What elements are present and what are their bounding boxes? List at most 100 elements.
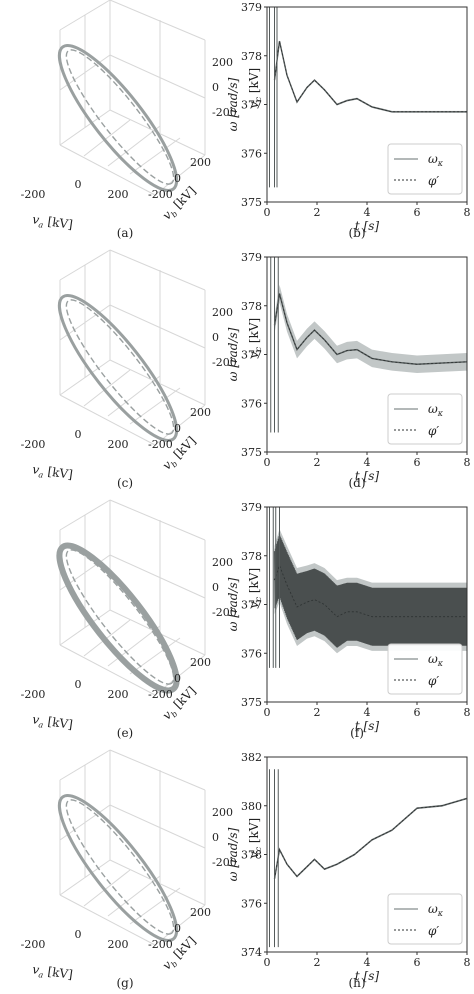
x-tick-label: 200 — [108, 438, 129, 451]
frequency-chart-panel: 0 2 4 6 8 375 376 377 378 379 t [s] ω [rad/s] ωκ φ′ (b… — [226, 1, 471, 240]
grid-line-3d — [83, 369, 131, 407]
x-axis-label: t [s] — [355, 219, 379, 233]
y-tick-label: 200 — [190, 156, 211, 169]
panel-caption: (h) — [348, 976, 365, 990]
z-tick-label: 0 — [212, 81, 219, 94]
grid-line-3d — [129, 387, 181, 425]
phi-prime-series — [274, 41, 467, 113]
x-tick-label: 200 — [108, 688, 129, 701]
legend-box — [387, 893, 463, 945]
x-tick-label: -200 — [21, 938, 46, 951]
legend-label-phi: φ′ — [428, 674, 439, 688]
grid-line-3d — [59, 144, 156, 196]
panel-caption: (d) — [348, 476, 365, 490]
grid-line-3d — [109, 499, 206, 541]
y-tick-label: 378 — [241, 550, 262, 563]
omega-kappa-series — [273, 40, 467, 113]
grid-line-3d — [83, 119, 131, 157]
uncertainty-band — [274, 40, 467, 113]
x-tick-label: 4 — [364, 456, 371, 469]
legend-label-omega: ωκ — [428, 402, 444, 418]
z-tick-label: 200 — [212, 306, 233, 319]
x-tick-label: 4 — [364, 706, 371, 719]
grid-line-3d — [129, 637, 181, 675]
y-tick-label: -200 — [148, 438, 173, 451]
x-tick-label: 4 — [364, 206, 371, 219]
x-tick-label: 0 — [75, 928, 82, 941]
x-tick-label: 0 — [75, 178, 82, 191]
legend-box — [387, 393, 463, 445]
plot-area — [269, 7, 467, 188]
panel-caption: (b) — [348, 226, 365, 240]
frequency-chart-panel: 0 2 4 6 8 374 376 378 380 382 t [s] ω [rad/s] ωκ φ′ (h… — [226, 751, 471, 990]
y-tick-label: -200 — [148, 688, 173, 701]
legend-label-omega: ωκ — [428, 152, 444, 168]
grid-line-3d — [107, 125, 161, 167]
y-tick-label: 0 — [174, 672, 181, 685]
y-axis-label: ω [rad/s] — [226, 827, 240, 881]
z-tick-label: -200 — [212, 606, 237, 619]
y-tick-label: 382 — [241, 751, 262, 764]
y-tick-label: 374 — [241, 946, 262, 959]
x-tick-label: 8 — [464, 456, 471, 469]
x-tick-label: 0 — [264, 956, 271, 969]
x-tick-label: 0 — [264, 706, 271, 719]
y-tick-label: 379 — [241, 251, 262, 264]
uncertainty-band — [274, 284, 467, 374]
grid-line-3d — [59, 894, 156, 946]
grid-line-3d — [109, 304, 206, 349]
y-tick-label: 200 — [190, 656, 211, 669]
frequency-chart-panel: 0 2 4 6 8 375 376 377 378 379 t [s] ω [rad/s] ωκ φ′ (f… — [226, 501, 471, 740]
y-tick-label: 376 — [241, 647, 262, 660]
y-axis-label: ω [rad/s] — [226, 77, 240, 131]
plot-area — [270, 257, 467, 433]
y-tick-label: 376 — [241, 897, 262, 910]
z-tick-label: 200 — [212, 806, 233, 819]
plot-area — [269, 769, 467, 948]
y-tick-label: 378 — [241, 849, 262, 862]
x-tick-label: 0 — [75, 428, 82, 441]
z-axis-label: vc [kV] — [247, 318, 263, 358]
grid-line-3d — [83, 869, 131, 907]
grid-line-3d — [129, 887, 181, 925]
y-tick-label: 378 — [241, 300, 262, 313]
y-tick-label: 0 — [174, 922, 181, 935]
x-tick-label: 8 — [464, 956, 471, 969]
y-tick-label: 378 — [241, 50, 262, 63]
phi-prime-series — [274, 564, 467, 618]
legend-label-phi: φ′ — [428, 424, 439, 438]
x-tick-label: -200 — [21, 688, 46, 701]
y-tick-label: 200 — [190, 906, 211, 919]
y-tick-label: 376 — [241, 397, 262, 410]
y-tick-label: -200 — [148, 938, 173, 951]
x-tick-label: 0 — [264, 206, 271, 219]
x-axis-label: va [kV] — [31, 212, 74, 234]
voltage-orbit-inner — [65, 799, 175, 935]
panel-caption: (e) — [117, 726, 133, 740]
x-tick-label: 6 — [414, 206, 421, 219]
x-tick-label: 6 — [414, 706, 421, 719]
x-tick-label: 8 — [464, 206, 471, 219]
legend-label-phi: φ′ — [428, 174, 439, 188]
grid-line-3d — [59, 644, 156, 696]
x-tick-label: 2 — [314, 456, 321, 469]
legend-label-omega: ωκ — [428, 652, 444, 668]
voltage-orbit-outer — [57, 794, 179, 942]
y-tick-label: -200 — [148, 188, 173, 201]
y-tick-label: 380 — [241, 800, 262, 813]
z-tick-label: 200 — [212, 56, 233, 69]
x-tick-label: 0 — [264, 456, 271, 469]
y-tick-label: 376 — [241, 147, 262, 160]
x-tick-label: 2 — [314, 956, 321, 969]
legend-label-phi: φ′ — [428, 924, 439, 938]
grid-line-3d — [109, 54, 206, 99]
y-axis-label: ω [rad/s] — [226, 577, 240, 631]
x-tick-label: 6 — [414, 956, 421, 969]
uncertainty-band — [274, 797, 467, 880]
voltage-orbit-outer — [56, 542, 180, 694]
y-axis-label: ω [rad/s] — [226, 327, 240, 381]
frequency-chart-panel: 0 2 4 6 8 375 376 377 378 379 t [s] ω [rad/s] ωκ φ′ (d… — [226, 251, 471, 490]
voltage-orbit-outer — [57, 44, 179, 192]
x-tick-label: -200 — [21, 438, 46, 451]
panel-caption: (a) — [117, 226, 134, 240]
